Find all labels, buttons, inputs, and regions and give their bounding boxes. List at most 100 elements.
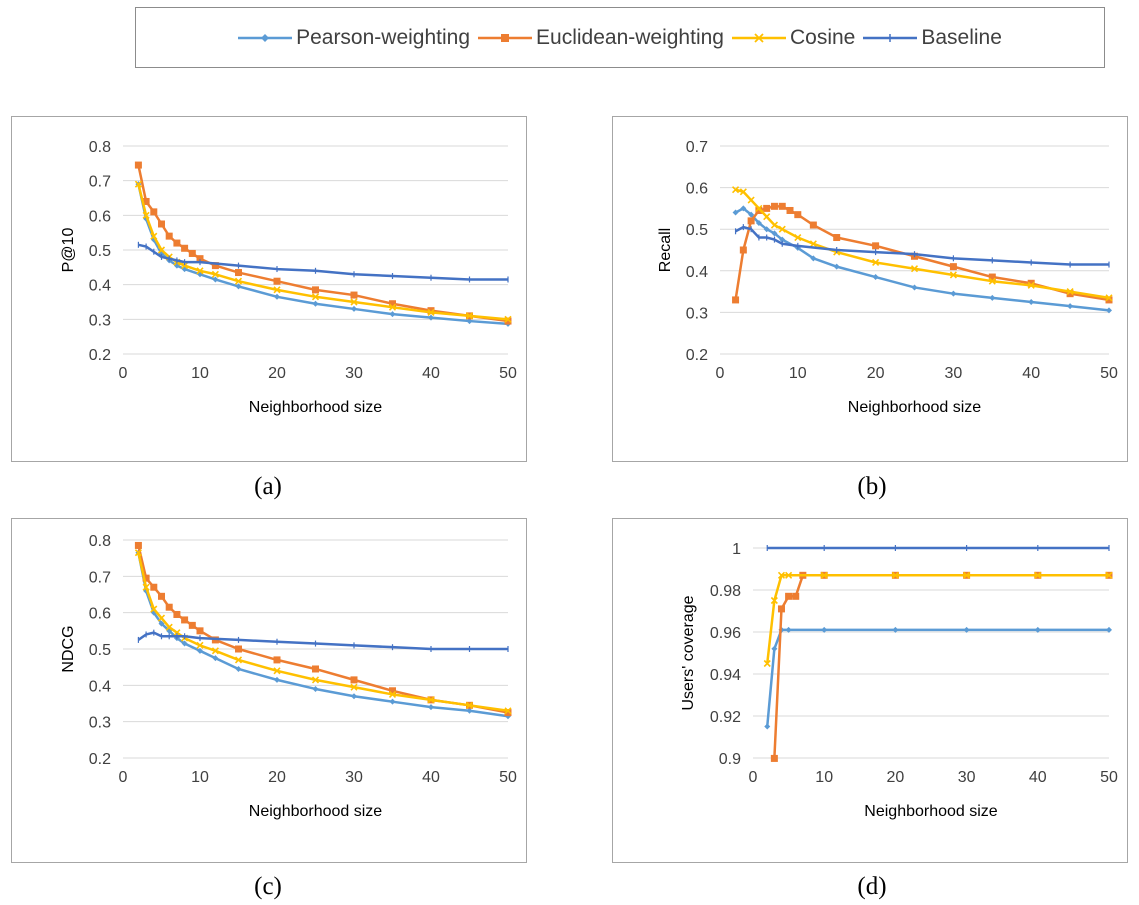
y-tick-label-c-3: 0.5 [89,642,111,659]
data-point-cosine-a-6 [181,262,189,270]
chart-panel-c: 0.2 0.3 0.4 0.5 0.6 0.7 0.8 0 10 20 30 40 50 Neighbor… [11,518,527,863]
chart-panel-d: 0.9 0.92 0.94 0.96 0.98 1 0 10 20 30 40 50 Neighborh… [612,518,1128,863]
x-tick-label-c-3: 30 [345,769,363,786]
y-axis-title-a: P@10 [60,228,77,273]
legend-item-euclidean: Euclidean-weighting [478,26,724,50]
data-point-euclidean-weighting-b-15 [1027,279,1035,287]
y-tick-label-c-6: 0.8 [89,533,111,550]
data-point-pearson-weighting-b-12 [950,290,957,297]
x-axis-title-c: Neighborhood size [249,803,383,820]
data-point-euclidean-weighting-c-3 [158,592,165,600]
data-point-euclidean-weighting-c-14 [389,687,396,695]
data-point-cosine-a-0 [134,180,142,188]
x-tick-label-b-4: 40 [1022,365,1040,382]
data-point-cosine-b-12 [949,271,957,279]
data-point-cosine-a-1 [142,211,150,219]
data-point-euclidean-weighting-a-14 [389,300,396,308]
y-tick-label-a-3: 0.5 [89,243,111,260]
y-tick-label-c-0: 0.2 [89,751,111,768]
y-tick-label-b-3: 0.5 [686,222,708,239]
data-point-cosine-b-14 [1027,281,1035,289]
x-tick-label-d-5: 50 [1100,769,1118,786]
x-tick-label-d-1: 10 [815,769,833,786]
x-tick-label-d-0: 0 [749,769,758,786]
data-point-pearson-weighting-c-10 [274,676,280,683]
data-point-pearson-weighting-c-12 [351,693,357,700]
x-tick-label-a-1: 10 [191,365,209,382]
data-point-cosine-b-8 [809,240,817,248]
legend-item-baseline: Baseline [863,26,1002,50]
x-tick-label-b-2: 20 [867,365,885,382]
data-point-euclidean-weighting-b-7 [786,206,794,214]
legend-marker-cosine [731,32,786,43]
data-point-cosine-b-4 [763,213,771,221]
data-point-euclidean-weighting-a-7 [188,249,196,257]
y-tick-label-b-5: 0.7 [686,139,708,156]
data-point-cosine-a-12 [350,298,358,306]
data-point-cosine-a-15 [465,312,474,320]
data-point-euclidean-weighting-b-14 [988,273,996,281]
data-point-euclidean-weighting-a-11 [273,277,281,285]
y-tick-label-a-2: 0.4 [89,278,111,295]
x-tick-label-d-3: 30 [958,769,976,786]
data-point-pearson-weighting-d-5 [892,626,899,633]
data-point-cosine-a-16 [504,315,512,323]
y-tick-label-a-1: 0.3 [89,312,111,329]
series-line-pearson-weighting-c [137,552,509,718]
data-point-cosine-d-3 [785,571,793,579]
data-point-pearson-weighting-d-4 [821,626,828,633]
data-point-euclidean-weighting-a-8 [196,255,204,263]
series-line-baseline-c [137,631,508,651]
data-point-cosine-b-11 [910,265,919,273]
data-point-pearson-weighting-a-13 [389,311,396,318]
x-tick-label-b-0: 0 [716,365,725,382]
data-point-cosine-b-3 [755,204,763,212]
data-point-euclidean-weighting-b-1 [739,246,747,254]
data-point-cosine-c-9 [234,656,243,664]
data-point-cosine-d-6 [963,571,971,579]
data-point-pearson-weighting-c-4 [166,627,173,634]
data-point-euclidean-weighting-b-10 [833,234,841,242]
data-point-cosine-d-2 [777,571,786,579]
data-point-cosine-b-0 [731,186,740,194]
y-tick-label-c-2: 0.4 [89,678,111,695]
data-point-euclidean-weighting-c-13 [350,676,358,684]
series-line-baseline-b [734,225,1109,266]
y-axis-title-b: Recall [657,228,674,272]
chart-c-svg: 0.2 0.3 0.4 0.5 0.6 0.7 0.8 0 10 20 30 40 50 Neighbor… [60,533,517,820]
data-point-euclidean-weighting-c-0 [134,541,142,549]
data-point-cosine-d-1 [770,596,778,605]
data-point-euclidean-weighting-a-15 [427,307,435,315]
y-axis-title-d: Users' coverage [680,595,697,710]
data-point-euclidean-weighting-c-4 [165,603,173,611]
y-tick-label-c-4: 0.6 [89,606,111,623]
data-point-pearson-weighting-a-10 [274,293,280,300]
chart-a-svg: 0.2 0.3 0.4 0.5 0.6 0.7 0.8 0 10 20 30 40 50 Neighbor… [60,139,517,416]
data-point-cosine-b-13 [988,277,996,285]
data-point-cosine-b-10 [872,258,880,267]
caption-a: (a) [254,473,282,500]
data-point-pearson-weighting-c-15 [466,707,473,714]
data-point-euclidean-weighting-a-13 [350,291,358,299]
data-point-pearson-weighting-d-7 [1034,626,1041,633]
series-line-euclidean-weighting-d [773,574,1109,759]
x-axis-title-b: Neighborhood size [848,399,982,416]
data-point-pearson-weighting-b-0 [732,209,739,216]
y-tick-label-d-0: 0.9 [719,751,741,768]
data-point-pearson-weighting-c-9 [235,665,242,672]
data-point-pearson-weighting-b-14 [1028,299,1035,305]
data-point-euclidean-weighting-d-3 [792,592,800,600]
data-point-cosine-d-0 [763,659,771,668]
data-point-euclidean-weighting-b-16 [1066,290,1074,298]
data-point-pearson-weighting-a-8 [212,276,219,283]
chart-panel-a: 0.2 0.3 0.4 0.5 0.6 0.7 0.8 0 10 20 30 40 50 Neighbor… [11,116,527,462]
data-point-pearson-weighting-b-4 [763,226,770,233]
legend-marker-baseline [863,33,918,42]
chart-b-svg: 0.2 0.3 0.4 0.5 0.6 0.7 0 10 20 30 40 50 Neighborhoo… [657,139,1118,416]
data-point-cosine-c-1 [142,583,150,591]
data-point-pearson-weighting-a-15 [466,318,473,325]
y-tick-label-b-4: 0.6 [686,181,708,198]
data-point-pearson-weighting-c-7 [197,647,203,654]
data-point-euclidean-weighting-c-5 [173,610,181,618]
